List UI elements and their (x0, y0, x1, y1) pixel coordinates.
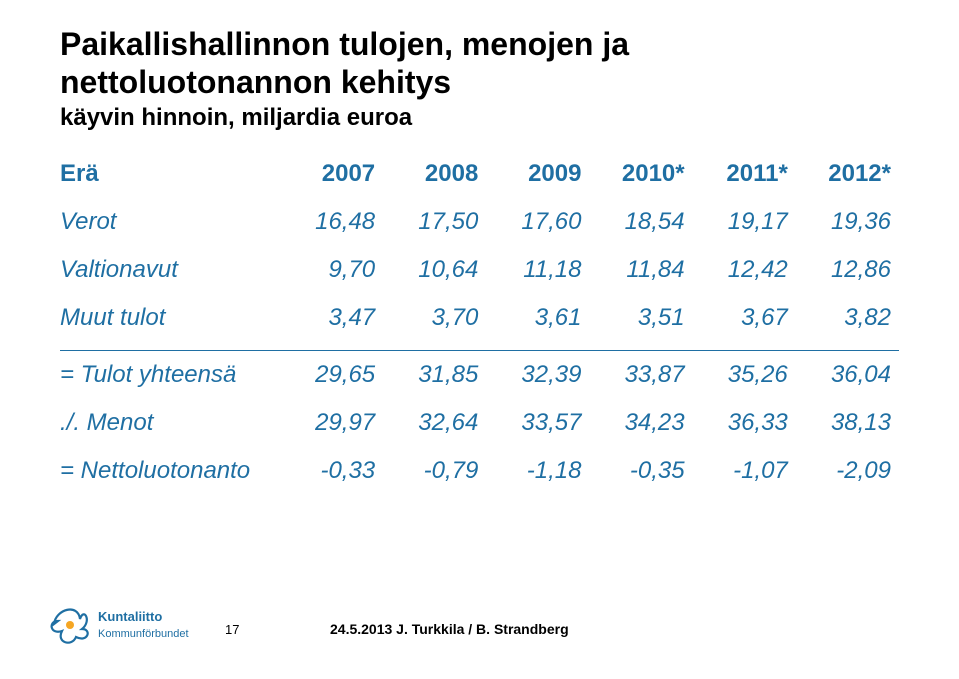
cell: 29,65 (280, 350, 383, 399)
logo-icon: Kuntaliitto Kommunförbundet (48, 599, 198, 649)
cell: 31,85 (383, 350, 486, 399)
slide: Paikallishallinnon tulojen, menojen ja n… (0, 0, 959, 679)
row-label: = Nettoluotonanto (60, 447, 280, 495)
row-label: Verot (60, 198, 280, 246)
footer-date-author: 24.5.2013 J. Turkkila / B. Strandberg (330, 621, 569, 637)
cell: 36,33 (693, 399, 796, 447)
col-header: Erä (60, 150, 280, 198)
cell: 17,60 (486, 198, 589, 246)
col-header: 2010* (589, 150, 692, 198)
cell: 19,36 (796, 198, 899, 246)
slide-subtitle: käyvin hinnoin, miljardia euroa (60, 104, 899, 132)
cell: 17,50 (383, 198, 486, 246)
cell: 32,64 (383, 399, 486, 447)
cell: 19,17 (693, 198, 796, 246)
cell: 33,87 (589, 350, 692, 399)
logo-text-bottom: Kommunförbundet (98, 628, 189, 640)
col-header: 2012* (796, 150, 899, 198)
cell: 18,54 (589, 198, 692, 246)
cell: 3,47 (280, 294, 383, 351)
cell: 11,84 (589, 246, 692, 294)
cell: 29,97 (280, 399, 383, 447)
cell: 32,39 (486, 350, 589, 399)
cell: -1,07 (693, 447, 796, 495)
cell: -1,18 (486, 447, 589, 495)
table-row: ./. Menot 29,97 32,64 33,57 34,23 36,33 … (60, 399, 899, 447)
cell: 9,70 (280, 246, 383, 294)
cell: 11,18 (486, 246, 589, 294)
cell: 12,42 (693, 246, 796, 294)
row-label: Valtionavut (60, 246, 280, 294)
cell: 10,64 (383, 246, 486, 294)
table-row: Valtionavut 9,70 10,64 11,18 11,84 12,42… (60, 246, 899, 294)
col-header: 2007 (280, 150, 383, 198)
org-logo: Kuntaliitto Kommunförbundet (48, 599, 198, 649)
data-table: Erä 2007 2008 2009 2010* 2011* 2012* Ver… (60, 150, 899, 495)
cell: 16,48 (280, 198, 383, 246)
cell: 3,61 (486, 294, 589, 351)
cell: 34,23 (589, 399, 692, 447)
cell: 12,86 (796, 246, 899, 294)
row-label: Muut tulot (60, 294, 280, 351)
cell: 3,82 (796, 294, 899, 351)
cell: 3,70 (383, 294, 486, 351)
row-label: = Tulot yhteensä (60, 350, 280, 399)
cell: -0,79 (383, 447, 486, 495)
cell: -0,33 (280, 447, 383, 495)
col-header: 2008 (383, 150, 486, 198)
table-row: = Nettoluotonanto -0,33 -0,79 -1,18 -0,3… (60, 447, 899, 495)
slide-title: Paikallishallinnon tulojen, menojen ja n… (60, 26, 899, 102)
title-line-1: Paikallishallinnon tulojen, menojen ja (60, 26, 629, 62)
cell: 36,04 (796, 350, 899, 399)
cell: 3,67 (693, 294, 796, 351)
title-line-2: nettoluotonannon kehitys (60, 64, 451, 100)
page-number: 17 (225, 622, 239, 637)
cell: 35,26 (693, 350, 796, 399)
col-header: 2009 (486, 150, 589, 198)
table-row: = Tulot yhteensä 29,65 31,85 32,39 33,87… (60, 350, 899, 399)
table-row: Verot 16,48 17,50 17,60 18,54 19,17 19,3… (60, 198, 899, 246)
row-label: ./. Menot (60, 399, 280, 447)
cell: 33,57 (486, 399, 589, 447)
footer: Kuntaliitto Kommunförbundet 17 24.5.2013… (0, 589, 959, 649)
cell: 38,13 (796, 399, 899, 447)
logo-text-top: Kuntaliitto (98, 609, 162, 624)
cell: 3,51 (589, 294, 692, 351)
table-row: Muut tulot 3,47 3,70 3,61 3,51 3,67 3,82 (60, 294, 899, 351)
cell: -0,35 (589, 447, 692, 495)
table-header-row: Erä 2007 2008 2009 2010* 2011* 2012* (60, 150, 899, 198)
cell: -2,09 (796, 447, 899, 495)
col-header: 2011* (693, 150, 796, 198)
